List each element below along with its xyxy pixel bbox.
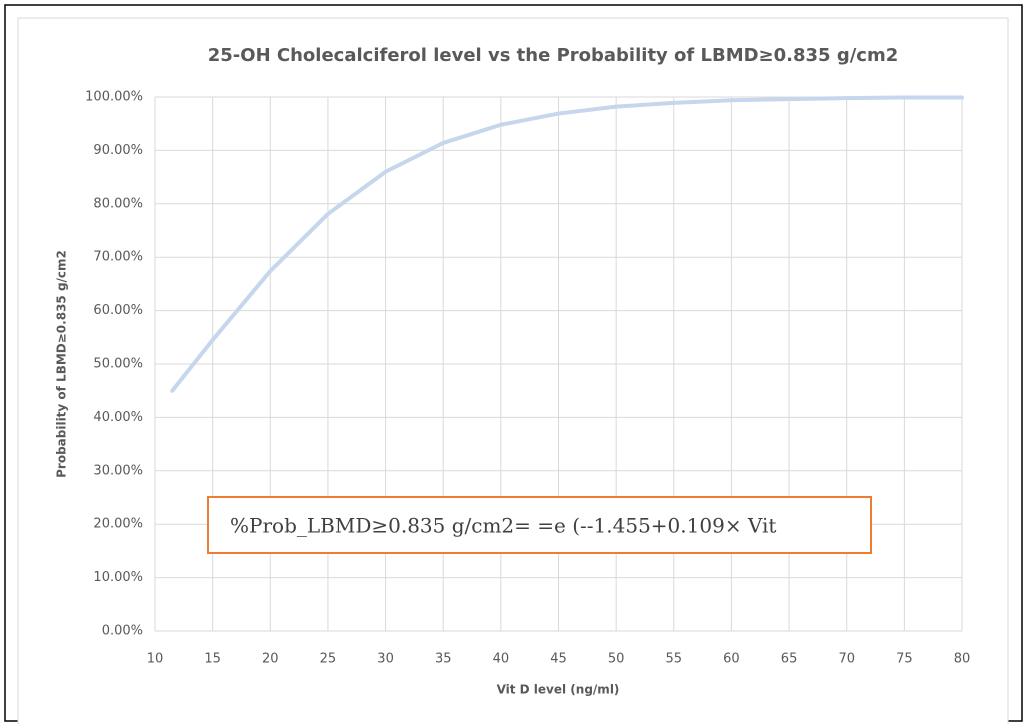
data-line [170,95,964,393]
y-tick-label: 70.00% [93,250,143,265]
x-tick-label: 55 [666,652,683,667]
x-tick-label: 15 [204,652,221,667]
x-tick-label: 40 [493,652,510,667]
y-tick-label: 30.00% [93,463,143,478]
annotation: %Prob_LBMD≥0.835 g/cm2= =e (--1.455+0.10… [230,514,776,538]
y-tick-label: 90.00% [93,143,143,158]
y-tick-label: 0.00% [102,624,143,639]
x-tick-label: 30 [377,652,394,667]
x-tick-label: 70 [838,652,855,667]
y-tick-label: 40.00% [93,410,143,425]
x-tick-label: 20 [262,652,279,667]
x-tick-label: 35 [435,652,452,667]
x-tick-label: 60 [723,652,740,667]
y-tick-label: 60.00% [93,303,143,318]
x-tick-label: 65 [781,652,798,667]
x-tick-label: 45 [550,652,567,667]
x-tick-label: 10 [147,652,164,667]
y-tick-label: 50.00% [93,357,143,372]
annotation-box [207,496,872,554]
x-tick-label: 80 [954,652,971,667]
chart-title: 25-OH Cholecalciferol level vs the Proba… [208,45,899,66]
x-tick-label: 25 [320,652,337,667]
y-axis-label: Probability of LBMD≥0.835 g/cm2 [55,250,69,478]
y-tick-label: 20.00% [93,517,143,532]
y-tick-label: 10.00% [93,570,143,585]
x-tick-label: 50 [608,652,625,667]
y-tick-label: 80.00% [93,196,143,211]
y-tick-label: 100.00% [85,90,143,105]
x-tick-label: 75 [896,652,913,667]
chart-area [17,17,1009,724]
x-axis-label: Vit D level (ng/ml) [497,683,620,697]
